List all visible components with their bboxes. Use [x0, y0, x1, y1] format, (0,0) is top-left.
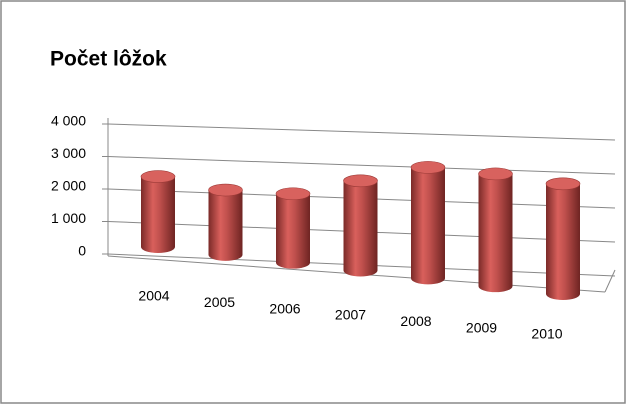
x-tick-label: 2007: [335, 307, 366, 323]
y-tick-label: 1 000: [51, 210, 86, 226]
y-tick-label: 3 000: [51, 145, 86, 161]
bar: [478, 167, 513, 293]
x-tick-label: 2004: [138, 288, 169, 304]
bar-body: [141, 176, 175, 253]
bar-body: [478, 173, 513, 293]
bar: [410, 161, 446, 285]
bar: [208, 183, 243, 261]
bar: [343, 174, 378, 277]
x-tick-label: 2005: [204, 294, 235, 310]
bar-top: [208, 183, 243, 197]
bar-top: [275, 187, 311, 201]
bar-top: [343, 174, 378, 188]
bar-body: [546, 183, 580, 300]
bar-top: [478, 167, 513, 181]
bar-top: [410, 161, 446, 174]
bar-body: [276, 193, 310, 269]
y-tick-label: 0: [78, 243, 86, 259]
bar-top: [140, 170, 176, 183]
grid-line: [107, 156, 616, 175]
bar-body: [343, 180, 378, 277]
grid-line: [107, 123, 616, 141]
bar: [275, 187, 311, 269]
bar-top: [545, 177, 581, 191]
y-tick-label: 2 000: [51, 178, 86, 194]
chart-title: Počet lôžok: [50, 48, 167, 71]
y-tick-label: 4 000: [51, 113, 86, 129]
floor-edge: [604, 269, 616, 293]
bar-body: [411, 167, 445, 285]
x-tick-label: 2010: [531, 326, 562, 342]
x-tick-label: 2006: [269, 300, 300, 316]
bar: [140, 170, 176, 253]
x-tick-label: 2008: [400, 313, 431, 329]
bar: [545, 177, 581, 300]
x-tick-label: 2009: [466, 319, 497, 335]
bar-body: [208, 190, 243, 261]
